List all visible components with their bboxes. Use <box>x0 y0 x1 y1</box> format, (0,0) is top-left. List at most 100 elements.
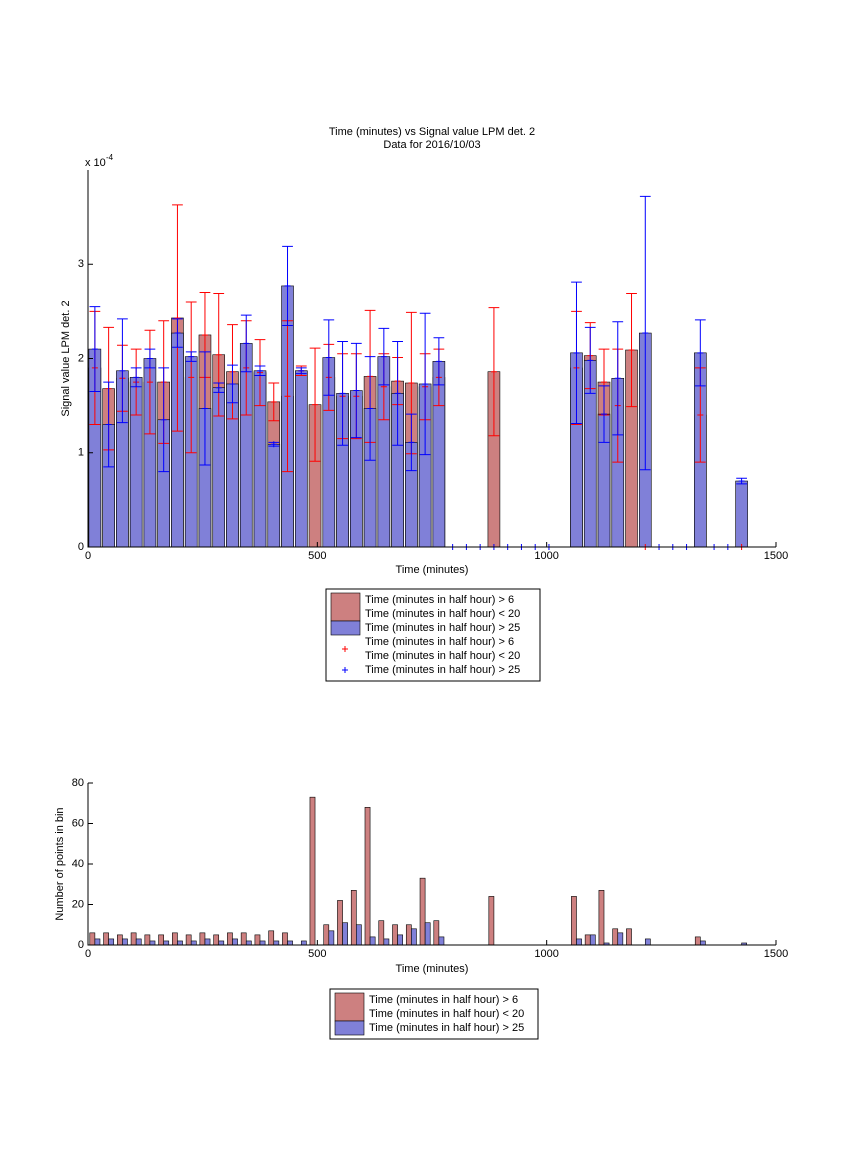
bar <box>342 922 348 946</box>
y-tick-label: 3 <box>78 258 84 270</box>
error-bar <box>185 351 197 362</box>
legend-label: Time (minutes in half hour) < 20 <box>369 1008 524 1020</box>
error-bar <box>89 306 101 392</box>
bar <box>323 924 330 946</box>
bar <box>259 940 266 946</box>
legend-label: Time (minutes in half hour) > 6 <box>369 994 518 1006</box>
legend-box <box>329 988 539 1040</box>
legend-swatch <box>330 592 361 622</box>
x-tick-label: 500 <box>308 550 326 562</box>
bar <box>438 936 445 946</box>
bar <box>392 924 398 946</box>
legend-swatch <box>330 620 361 636</box>
bar <box>149 940 156 946</box>
error-bar <box>199 351 211 466</box>
error-bar <box>323 319 335 396</box>
series <box>88 285 748 548</box>
bar <box>350 890 357 946</box>
bar <box>626 928 632 946</box>
y-multiplier: x 10 <box>85 157 106 169</box>
bar <box>204 938 211 946</box>
legend-swatch <box>334 992 365 1022</box>
bar <box>185 934 192 946</box>
error-bar <box>419 312 431 456</box>
bar <box>405 924 412 946</box>
error-bar <box>268 441 280 448</box>
error-bar <box>571 281 582 425</box>
error-bar <box>350 342 362 439</box>
bar <box>356 924 362 946</box>
error-bar <box>309 347 321 462</box>
bar <box>158 934 164 946</box>
bar <box>584 934 591 946</box>
y-axis-label: Signal value LPM det. 2 <box>60 300 72 416</box>
legend-label: Time (minutes in half hour) > 6 <box>365 594 514 606</box>
x-axis-label: Time (minutes) <box>396 963 469 975</box>
legend-box <box>325 588 541 682</box>
bar <box>419 877 426 946</box>
bar <box>227 932 233 946</box>
error-bar <box>282 245 293 327</box>
error-bar <box>158 367 170 473</box>
bar <box>94 938 101 946</box>
error-bar <box>103 381 115 468</box>
bar <box>122 938 128 946</box>
bar <box>571 896 577 946</box>
bar <box>273 940 280 946</box>
bar <box>378 920 385 946</box>
bar <box>172 932 178 946</box>
bar <box>700 940 706 946</box>
y-axis-label: Number of points in bin <box>54 807 66 920</box>
x-tick-label: 0 <box>85 948 91 960</box>
bar <box>144 934 151 946</box>
y-tick-label: 2 <box>78 352 84 364</box>
bar <box>694 936 701 946</box>
error-bar <box>295 367 307 375</box>
error-bar <box>378 327 390 386</box>
x-axis-label: Time (minutes) <box>396 564 469 576</box>
legend: Time (minutes in half hour) > 6 Time (min… <box>325 588 541 682</box>
legend-label: Time (minutes in half hour) > 25 <box>365 622 520 634</box>
error-bar <box>736 477 747 485</box>
legend-label: Time (minutes in half hour) > 6 <box>365 636 514 648</box>
bar <box>617 932 624 946</box>
bar <box>240 932 247 946</box>
error-bar <box>144 329 156 435</box>
bar <box>254 934 261 946</box>
error-bar <box>626 292 637 408</box>
bar <box>411 928 417 946</box>
y-tick-label: 0 <box>78 939 84 951</box>
bar <box>117 934 123 946</box>
error-bar <box>130 367 142 388</box>
bar <box>103 932 109 946</box>
legend-label: Time (minutes in half hour) > 25 <box>365 664 520 676</box>
bar <box>309 796 316 946</box>
bar <box>268 930 275 946</box>
bar <box>199 932 206 946</box>
y-tick-label: 1 <box>78 447 84 459</box>
error-bar <box>598 385 610 443</box>
legend-marker <box>342 667 348 673</box>
bar <box>364 806 371 946</box>
bar <box>108 938 115 946</box>
bar <box>213 934 220 946</box>
bar <box>135 938 142 946</box>
error-bar <box>144 348 156 369</box>
error-bar <box>185 301 197 454</box>
bar <box>433 920 440 946</box>
error-bar <box>254 365 266 376</box>
bar <box>598 890 605 946</box>
bar <box>163 940 170 946</box>
error-bar <box>392 341 403 446</box>
y-tick-label: 20 <box>72 898 84 910</box>
bar <box>612 928 619 946</box>
bar <box>383 938 390 946</box>
legend-swatch <box>334 1020 365 1036</box>
bar <box>735 480 748 548</box>
bar <box>488 896 495 946</box>
bar <box>177 940 183 946</box>
error-bar <box>172 204 183 432</box>
legend-label: Time (minutes in half hour) > 25 <box>369 1022 524 1034</box>
bar <box>589 934 596 946</box>
